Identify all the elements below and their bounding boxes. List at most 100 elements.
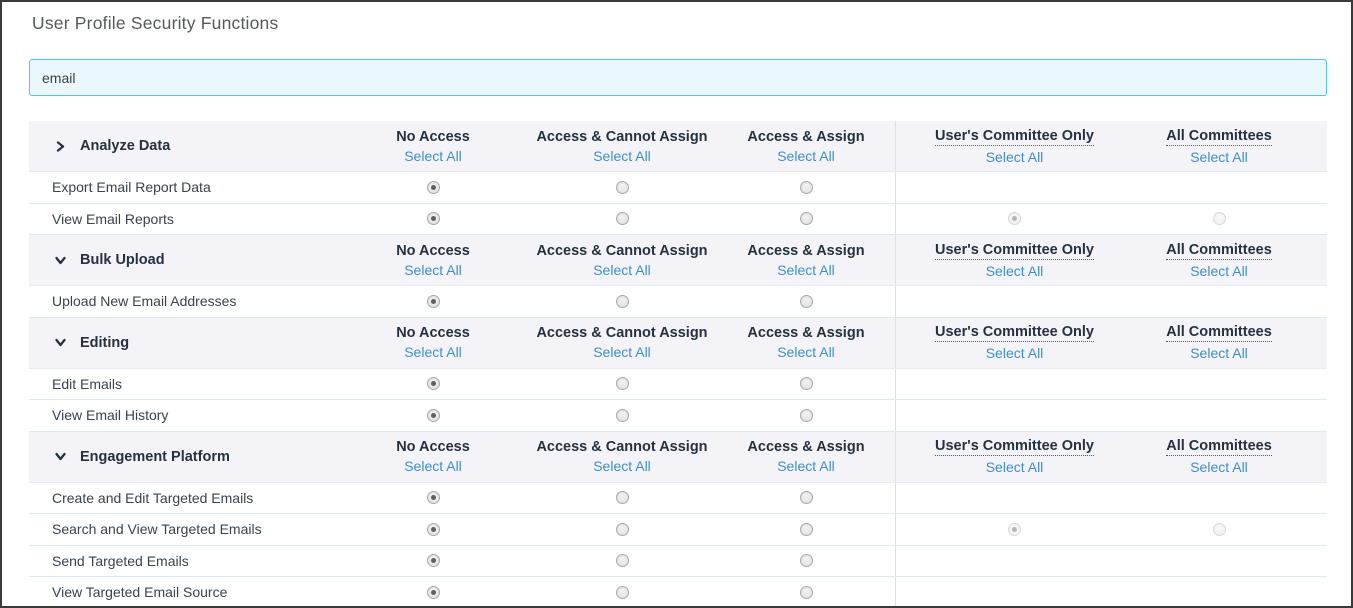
select-all-no-access[interactable]: Select All: [404, 261, 462, 278]
select-all-access-cannot-assign[interactable]: Select All: [593, 344, 651, 360]
select-all-access-assign[interactable]: Select All: [777, 147, 835, 164]
cell-no-access: [339, 577, 527, 606]
function-label: View Email Reports: [52, 210, 174, 227]
cell-user-s-committee-only: [895, 172, 1133, 203]
function-row-view-email-reports: View Email Reports: [29, 203, 1327, 235]
group-name-cell[interactable]: Analyze Data: [29, 121, 339, 171]
select-all-all-committees[interactable]: Select All: [1190, 345, 1248, 361]
select-all-no-access[interactable]: Select All: [404, 458, 462, 474]
column-header-label: Access & Cannot Assign: [536, 439, 708, 455]
select-all-all-committees[interactable]: Select All: [1190, 459, 1248, 475]
radio-no-access[interactable]: [426, 294, 440, 308]
radio-access-assign[interactable]: [799, 377, 813, 391]
chevron-down-icon[interactable]: [55, 337, 66, 348]
cell-access-assign: [717, 172, 895, 203]
select-all-access-assign[interactable]: Select All: [777, 261, 835, 278]
cell-access-assign: [717, 400, 895, 431]
radio-access-cannot-assign[interactable]: [615, 377, 629, 391]
radio-access-cannot-assign[interactable]: [615, 180, 629, 194]
group-name-cell[interactable]: Editing: [29, 318, 339, 368]
radio-access-assign[interactable]: [799, 180, 813, 194]
column-header-label: User's Committee Only: [935, 127, 1094, 146]
radio-access-cannot-assign[interactable]: [615, 212, 629, 226]
group-header-editing[interactable]: Editing No Access Select All Access & Ca…: [29, 317, 1327, 369]
cell-all-committees: [1133, 546, 1305, 577]
column-header-all-committees: All Committees Select All: [1133, 235, 1305, 285]
group-header-bulk-upload[interactable]: Bulk Upload No Access Select All Access …: [29, 235, 1327, 286]
select-all-access-assign[interactable]: Select All: [777, 458, 835, 474]
radio-no-access[interactable]: [426, 377, 440, 391]
cell-access-assign: [717, 483, 895, 514]
cell-no-access: [339, 483, 527, 514]
select-all-all-committees[interactable]: Select All: [1190, 262, 1248, 279]
radio-access-cannot-assign[interactable]: [615, 554, 629, 568]
radio-access-cannot-assign[interactable]: [615, 585, 629, 599]
column-header-access-cannot-assign: Access & Cannot Assign Select All: [527, 432, 717, 482]
cell-all-committees: [1133, 172, 1305, 203]
column-header-label: No Access: [396, 439, 470, 455]
select-all-no-access[interactable]: Select All: [404, 344, 462, 360]
function-row-view-email-history: View Email History: [29, 400, 1327, 432]
select-all-no-access[interactable]: Select All: [404, 147, 462, 164]
radio-access-assign[interactable]: [799, 212, 813, 226]
radio-all-committees[interactable]: [1212, 522, 1226, 536]
radio-all-committees[interactable]: [1212, 212, 1226, 226]
select-all-access-cannot-assign[interactable]: Select All: [593, 261, 651, 278]
chevron-down-icon[interactable]: [55, 451, 66, 462]
select-all-user-s-committee-only[interactable]: Select All: [985, 459, 1044, 475]
cell-access-cannot-assign: [527, 286, 717, 317]
column-header-label: Access & Cannot Assign: [536, 242, 708, 259]
function-label: Search and View Targeted Emails: [52, 521, 262, 538]
cell-all-committees: [1133, 577, 1305, 606]
search-input[interactable]: [29, 59, 1327, 96]
function-label: Send Targeted Emails: [52, 552, 189, 569]
radio-access-assign[interactable]: [799, 522, 813, 536]
select-all-access-cannot-assign[interactable]: Select All: [593, 458, 651, 474]
radio-user-s-committee-only[interactable]: [1008, 212, 1021, 226]
column-header-no-access: No Access Select All: [339, 318, 527, 368]
radio-access-cannot-assign[interactable]: [615, 491, 629, 505]
group-header-engagement-platform[interactable]: Engagement Platform No Access Select All…: [29, 431, 1327, 483]
function-label: Create and Edit Targeted Emails: [52, 489, 254, 506]
radio-no-access[interactable]: [426, 585, 440, 599]
cell-user-s-committee-only: [895, 514, 1133, 545]
radio-user-s-committee-only[interactable]: [1008, 522, 1021, 536]
cell-access-cannot-assign: [527, 400, 717, 431]
group-name-cell[interactable]: Engagement Platform: [29, 432, 339, 482]
column-header-access-assign: Access & Assign Select All: [717, 235, 895, 285]
chevron-down-icon[interactable]: [55, 255, 66, 266]
column-header-label: Access & Assign: [747, 128, 865, 145]
radio-access-assign[interactable]: [799, 491, 813, 505]
radio-no-access[interactable]: [426, 554, 440, 568]
column-header-label: Access & Assign: [747, 439, 865, 455]
select-all-user-s-committee-only[interactable]: Select All: [985, 345, 1044, 361]
radio-no-access[interactable]: [426, 522, 440, 536]
radio-no-access[interactable]: [426, 212, 440, 226]
group-name-cell[interactable]: Bulk Upload: [29, 235, 339, 285]
column-header-label: No Access: [396, 325, 470, 341]
chevron-right-icon[interactable]: [55, 140, 66, 152]
group-header-analyze-data[interactable]: Analyze Data No Access Select All Access…: [29, 121, 1327, 172]
radio-access-cannot-assign[interactable]: [615, 408, 629, 422]
cell-user-s-committee-only: [895, 577, 1133, 606]
radio-access-cannot-assign[interactable]: [615, 522, 629, 536]
radio-access-assign[interactable]: [799, 554, 813, 568]
radio-access-cannot-assign[interactable]: [615, 294, 629, 308]
select-all-access-assign[interactable]: Select All: [777, 344, 835, 360]
function-label: View Email History: [52, 407, 169, 424]
select-all-user-s-committee-only[interactable]: Select All: [985, 262, 1044, 279]
function-row-upload-new-email-addresses: Upload New Email Addresses: [29, 286, 1327, 318]
radio-no-access[interactable]: [426, 408, 440, 422]
radio-no-access[interactable]: [426, 180, 440, 194]
cell-no-access: [339, 369, 527, 400]
cell-access-cannot-assign: [527, 514, 717, 545]
column-header-label: User's Committee Only: [935, 241, 1094, 260]
radio-access-assign[interactable]: [799, 294, 813, 308]
radio-access-assign[interactable]: [799, 585, 813, 599]
select-all-access-cannot-assign[interactable]: Select All: [593, 147, 651, 164]
cell-all-committees: [1133, 369, 1305, 400]
radio-access-assign[interactable]: [799, 408, 813, 422]
radio-no-access[interactable]: [426, 491, 440, 505]
select-all-all-committees[interactable]: Select All: [1190, 148, 1248, 165]
select-all-user-s-committee-only[interactable]: Select All: [985, 148, 1044, 165]
